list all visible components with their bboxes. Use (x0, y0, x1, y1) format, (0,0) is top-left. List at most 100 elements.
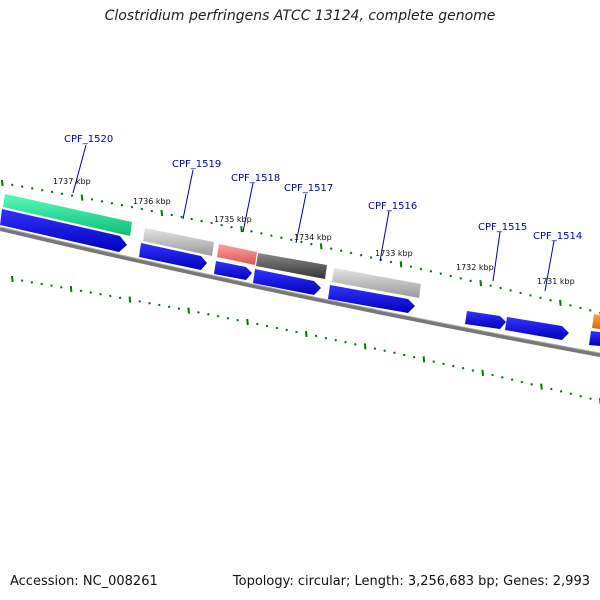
outer-tick-20 (200, 219, 203, 223)
inner-tick-19 (197, 311, 200, 314)
outer-tick-31 (310, 242, 313, 246)
gene-label-cpf-1519[interactable]: CPF_1519 (172, 159, 221, 170)
outer-tick-7 (70, 194, 74, 197)
accession-text: Accession: NC_008261 (10, 574, 158, 589)
cds-arrow-1[interactable] (0, 209, 127, 252)
inner-tick-58 (579, 394, 582, 398)
outer-tick-46 (459, 277, 463, 280)
inner-tick-17 (177, 307, 181, 310)
outer-tick-28 (280, 236, 283, 239)
outer-tick-43 (429, 270, 433, 273)
kbp-label-1735: 1735 kbp (214, 215, 252, 224)
leader-cpf-1519 (182, 169, 194, 220)
outer-tick-5 (50, 190, 54, 194)
kbp-label-1732: 1732 kbp (456, 263, 494, 272)
inner-tick-22 (226, 316, 230, 320)
cds-arrow-3[interactable] (214, 261, 252, 280)
inner-tick-36 (363, 343, 367, 350)
inner-tick-35 (354, 343, 357, 346)
cds-arrow-6[interactable] (465, 311, 506, 329)
cds-arrow-4[interactable] (253, 269, 321, 295)
gene-label-cpf-1517[interactable]: CPF_1517 (284, 183, 333, 194)
gene-label-cpf-1516[interactable]: CPF_1516 (368, 201, 417, 212)
outer-tick-3 (30, 187, 34, 190)
inner-tick-6 (69, 285, 73, 293)
gene-label-cpf-1518[interactable]: CPF_1518 (231, 173, 280, 184)
gene-label-cpf-1520[interactable]: CPF_1520 (64, 134, 113, 145)
feature-cpf-1520[interactable] (3, 194, 132, 236)
outer-tick-15 (150, 209, 154, 213)
outer-tick-9 (90, 198, 94, 201)
feature-edge-orange[interactable] (592, 314, 600, 329)
gene-label-cpf-1514[interactable]: CPF_1514 (533, 231, 582, 242)
inner-tick-28 (285, 328, 288, 332)
outer-tick-45 (449, 274, 453, 278)
inner-tick-43 (432, 360, 435, 363)
outer-tick-13 (130, 205, 134, 209)
cds-arrow-5[interactable] (328, 285, 415, 313)
outer-tick-21 (210, 221, 213, 225)
inner-tick-0 (11, 275, 14, 283)
outer-tick-47 (469, 279, 472, 283)
feature-cpf-1517[interactable] (256, 253, 327, 279)
inner-tick-26 (265, 324, 269, 328)
outer-tick-26 (260, 232, 263, 235)
inner-tick-21 (216, 314, 220, 318)
outer-tick-42 (419, 267, 423, 271)
outer-tick-1 (11, 183, 14, 187)
inner-tick-1 (20, 279, 24, 282)
inner-tick-29 (295, 330, 298, 334)
outer-tick-6 (60, 192, 64, 196)
outer-tick-54 (539, 296, 542, 300)
outer-tick-48 (479, 280, 482, 287)
kbp-label-1736: 1736 kbp (133, 197, 171, 206)
cds-arrow-8[interactable] (589, 331, 600, 346)
inner-tick-7 (79, 289, 83, 293)
outer-tick-34 (339, 249, 343, 253)
outer-tick-marks (1, 179, 600, 315)
inner-tick-27 (275, 326, 279, 330)
outer-tick-35 (349, 251, 353, 255)
outer-tick-49 (489, 284, 492, 287)
outer-tick-17 (170, 213, 173, 217)
inner-tick-42 (422, 356, 426, 363)
kbp-label-1733: 1733 kbp (375, 249, 413, 258)
inner-tick-34 (344, 340, 347, 344)
outer-tick-56 (559, 299, 562, 306)
inner-tick-9 (99, 292, 102, 296)
inner-tick-51 (510, 378, 514, 381)
inner-tick-31 (314, 334, 318, 338)
inner-tick-47 (471, 369, 475, 372)
outer-tick-50 (499, 286, 502, 290)
outer-tick-44 (439, 272, 443, 275)
outer-tick-12 (120, 203, 124, 207)
inner-tick-39 (393, 351, 396, 355)
cds-arrow-7[interactable] (505, 317, 569, 340)
kbp-label-1737: 1737 kbp (53, 177, 91, 186)
leader-cpf-1520 (72, 144, 87, 194)
feature-cpf-1516[interactable] (332, 268, 421, 298)
inner-tick-12 (128, 296, 132, 303)
inner-tick-33 (334, 338, 337, 342)
inner-tick-20 (207, 313, 210, 316)
leader-cpf-1515 (492, 231, 501, 282)
cds-arrow-2[interactable] (139, 243, 207, 270)
inner-tick-4 (50, 284, 53, 287)
outer-tick-24 (240, 226, 243, 233)
outer-tick-55 (549, 299, 552, 302)
inner-tick-59 (589, 397, 592, 400)
inner-tick-25 (256, 322, 259, 326)
gene-label-cpf-1515[interactable]: CPF_1515 (478, 222, 527, 233)
inner-tick-2 (30, 281, 34, 284)
outer-tick-51 (509, 289, 512, 292)
leader-cpf-1518 (242, 182, 254, 233)
genome-backbone (0, 227, 600, 357)
outer-tick-29 (290, 238, 293, 242)
feature-cpf-1518[interactable] (217, 244, 257, 265)
outer-tick-2 (20, 185, 24, 188)
outer-tick-33 (329, 247, 333, 250)
outer-tick-19 (190, 217, 193, 221)
feature-cpf-1519[interactable] (143, 228, 214, 256)
inner-tick-53 (530, 383, 533, 386)
inner-tick-57 (569, 392, 573, 396)
